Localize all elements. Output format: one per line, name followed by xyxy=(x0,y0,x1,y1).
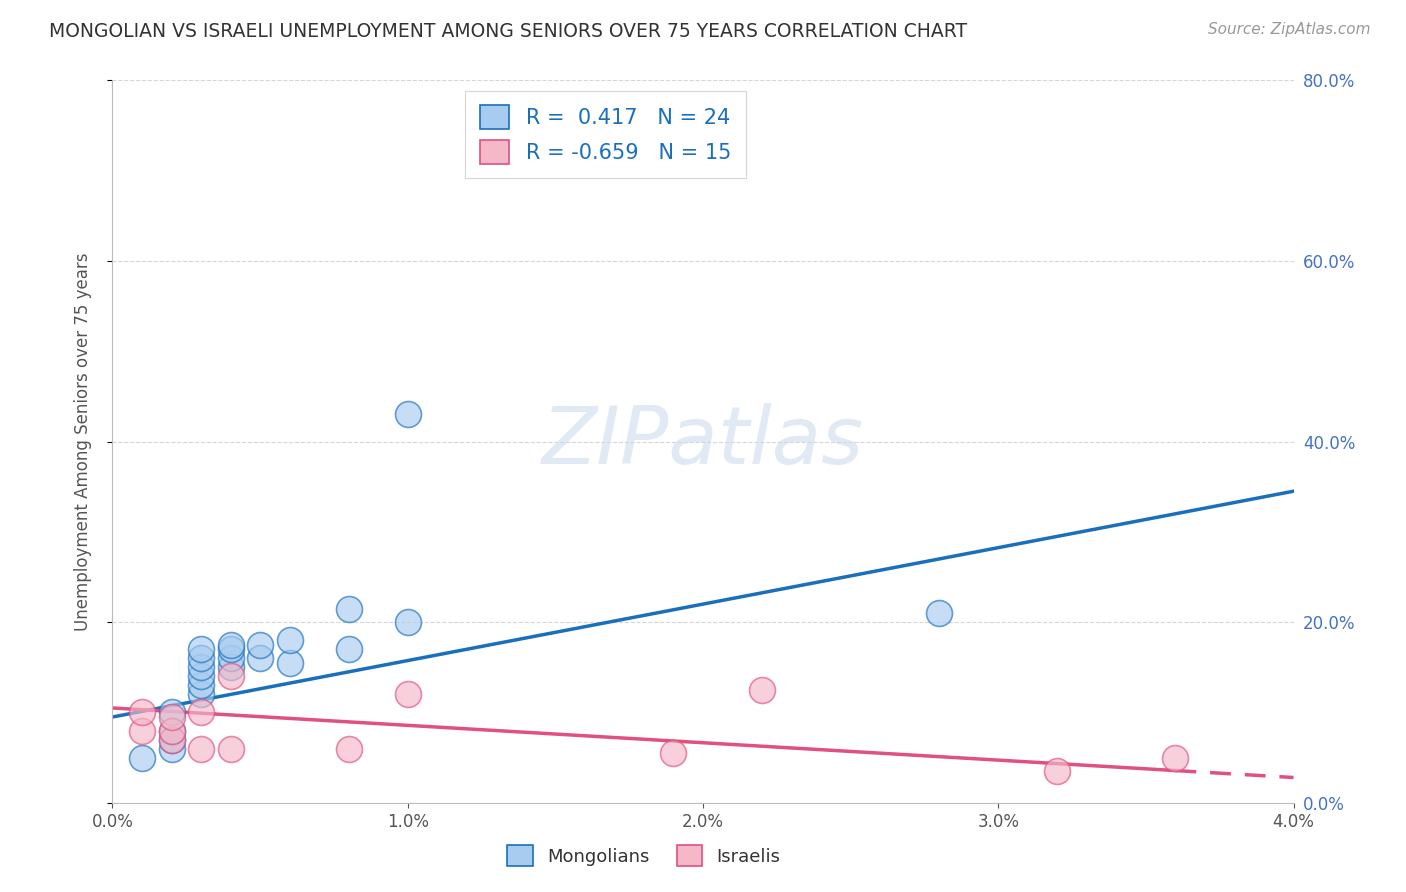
Point xyxy=(160,741,183,756)
Point xyxy=(337,741,360,756)
Point xyxy=(219,651,242,665)
Point xyxy=(249,651,271,665)
Point xyxy=(190,706,212,720)
Point xyxy=(160,706,183,720)
Point xyxy=(249,638,271,652)
Text: Source: ZipAtlas.com: Source: ZipAtlas.com xyxy=(1208,22,1371,37)
Point xyxy=(751,682,773,697)
Point xyxy=(160,723,183,738)
Point xyxy=(396,687,419,701)
Point xyxy=(396,615,419,630)
Point xyxy=(278,656,301,670)
Text: ZIPatlas: ZIPatlas xyxy=(541,402,865,481)
Point xyxy=(190,678,212,692)
Point xyxy=(219,638,242,652)
Legend: Mongolians, Israelis: Mongolians, Israelis xyxy=(501,838,787,873)
Text: MONGOLIAN VS ISRAELI UNEMPLOYMENT AMONG SENIORS OVER 75 YEARS CORRELATION CHART: MONGOLIAN VS ISRAELI UNEMPLOYMENT AMONG … xyxy=(49,22,967,41)
Point xyxy=(190,660,212,674)
Point xyxy=(1164,750,1187,764)
Point xyxy=(278,633,301,648)
Point xyxy=(337,601,360,615)
Point xyxy=(160,732,183,747)
Point xyxy=(160,732,183,747)
Point xyxy=(131,750,153,764)
Y-axis label: Unemployment Among Seniors over 75 years: Unemployment Among Seniors over 75 years xyxy=(73,252,91,631)
Point xyxy=(219,642,242,657)
Point xyxy=(1046,764,1069,779)
Point xyxy=(160,710,183,724)
Point xyxy=(190,687,212,701)
Point xyxy=(928,606,950,620)
Point xyxy=(190,669,212,683)
Point xyxy=(190,741,212,756)
Point xyxy=(131,706,153,720)
Point xyxy=(160,723,183,738)
Point xyxy=(396,408,419,422)
Point xyxy=(190,651,212,665)
Point xyxy=(131,723,153,738)
Point xyxy=(219,741,242,756)
Point xyxy=(337,642,360,657)
Point xyxy=(190,642,212,657)
Point xyxy=(662,746,685,760)
Point xyxy=(219,660,242,674)
Point xyxy=(219,669,242,683)
